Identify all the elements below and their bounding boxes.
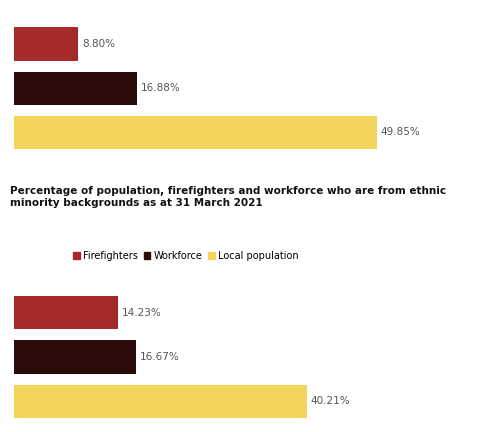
Bar (14, 340, 136, 374)
Text: Percentage of population, firefighters and workforce who are from ethnic
minorit: Percentage of population, firefighters a… (10, 186, 446, 208)
Text: 16.67%: 16.67% (139, 352, 179, 362)
Text: 49.85%: 49.85% (381, 127, 420, 137)
Text: 40.21%: 40.21% (311, 396, 350, 406)
Text: 8.80%: 8.80% (82, 39, 115, 49)
Bar (14, 27, 78, 60)
Bar (14, 116, 377, 149)
Bar (14, 384, 307, 418)
Text: 16.88%: 16.88% (141, 83, 180, 93)
Text: 14.23%: 14.23% (121, 308, 161, 318)
Legend: Firefighters, Workforce, Local population: Firefighters, Workforce, Local populatio… (70, 247, 302, 265)
Bar (14, 296, 118, 329)
Bar (14, 72, 137, 105)
